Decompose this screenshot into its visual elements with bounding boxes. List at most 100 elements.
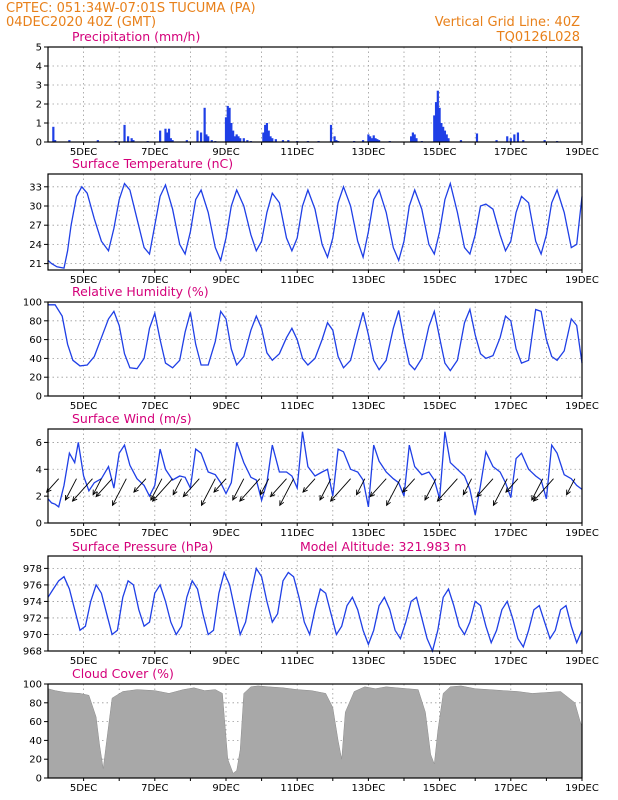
precipitation-xtick-label: 7DEC — [141, 147, 168, 158]
wind-vector-head — [71, 496, 78, 502]
precip-bar — [516, 132, 520, 142]
precip-bar — [205, 134, 208, 142]
wind-xtick-label: 13DEC — [352, 528, 386, 539]
wind-title: Surface Wind (m/s) — [72, 411, 192, 426]
precip-bar — [96, 140, 99, 142]
precip-bar — [415, 138, 418, 142]
precip-bar — [459, 140, 463, 142]
precip-bar — [438, 107, 441, 142]
wind-ytick-label: 6 — [36, 438, 42, 449]
temperature-xtick-label: 15DEC — [423, 275, 457, 286]
wind-vector-head — [92, 489, 98, 496]
precip-bar — [509, 138, 512, 142]
precip-bar — [207, 136, 210, 142]
precip-bar — [52, 126, 55, 142]
header-grid-note: Vertical Grid Line: 40Z — [435, 15, 580, 30]
temperature-title: Surface Temperature (nC) — [72, 156, 233, 171]
wind-vector — [319, 478, 332, 501]
wind-vector — [505, 478, 519, 493]
precip-bar — [269, 136, 272, 142]
cloud-cover-xtick-label: 15DEC — [423, 783, 457, 794]
wind-ytick-label: 0 — [36, 519, 42, 530]
precip-bar — [475, 133, 479, 142]
wind-vector-head — [492, 500, 498, 507]
wind-vector — [213, 478, 227, 493]
precip-bar — [226, 105, 229, 142]
temperature-xtick-label: 17DEC — [494, 275, 528, 286]
wind-line — [47, 431, 583, 516]
precipitation-xtick-label: 11DEC — [280, 147, 314, 158]
wind-vector — [46, 478, 60, 493]
wind-vector — [182, 478, 200, 497]
humidity-xtick-label: 11DEC — [280, 401, 314, 412]
wind-ytick-label: 2 — [36, 492, 42, 503]
wind-vector-head — [182, 491, 189, 498]
humidity-ytick-label: 80 — [29, 316, 42, 327]
wind-xtick-label: 9DEC — [212, 528, 239, 539]
humidity-xtick-label: 5DEC — [70, 401, 97, 412]
wind-xtick-label: 17DEC — [494, 528, 528, 539]
cloud-cover-xtick-label: 19DEC — [565, 783, 599, 794]
wind-vector — [493, 478, 508, 506]
pressure-ytick-label: 978 — [23, 564, 42, 575]
precip-bar — [127, 136, 130, 142]
precipitation-xtick-label: 15DEC — [423, 147, 457, 158]
precip-bar — [442, 126, 445, 142]
precip-bar — [513, 134, 516, 142]
wind-vector — [302, 478, 316, 493]
temperature-xtick-label: 13DEC — [352, 275, 386, 286]
wind-vector — [476, 478, 494, 497]
precip-bar — [167, 128, 171, 142]
precip-bar — [228, 107, 231, 142]
precip-bar — [169, 138, 172, 142]
wind-vector-head — [133, 487, 139, 493]
precip-bar — [287, 140, 290, 142]
precip-bar — [369, 136, 372, 142]
wind-vector-head — [436, 496, 443, 502]
precipitation-ytick-label: 3 — [36, 81, 42, 92]
precip-bar — [199, 132, 203, 142]
wind-vector-head — [95, 491, 101, 498]
wind-vector-head — [269, 491, 276, 498]
precip-bar — [495, 140, 498, 142]
precipitation-ytick-label: 2 — [36, 100, 42, 111]
wind-vector — [369, 478, 387, 497]
wind-vector-head — [566, 489, 571, 496]
pressure-line — [47, 566, 583, 653]
precip-bar — [271, 138, 274, 142]
pressure-ytick-label: 974 — [23, 597, 42, 608]
wind-vector-head — [239, 496, 245, 502]
wind-vector — [330, 478, 351, 502]
pressure-xtick-label: 5DEC — [70, 656, 97, 667]
humidity-frame — [47, 301, 583, 397]
wind-frame — [47, 428, 583, 524]
wind-vector — [152, 478, 173, 502]
pressure-xtick-label: 7DEC — [141, 656, 168, 667]
wind-vector — [462, 478, 473, 495]
precipitation-xtick-label: 17DEC — [494, 147, 528, 158]
precip-bar — [239, 138, 242, 142]
humidity-xtick-label: 13DEC — [352, 401, 386, 412]
wind-vector — [437, 478, 458, 502]
wind-vector-head — [201, 500, 206, 507]
wind-vector — [172, 478, 182, 495]
precip-bar — [171, 140, 174, 142]
precip-bar — [237, 136, 240, 142]
pressure-title: Surface Pressure (hPa) — [72, 539, 213, 554]
precip-bar — [361, 140, 365, 142]
wind-vector-head — [532, 496, 539, 502]
precip-bar — [185, 140, 188, 142]
precip-bar — [235, 134, 238, 142]
wind-vector-head — [356, 489, 361, 496]
temperature-panel: 21 24 27 30 33 5DEC 7DEC 9DEC 11DEC 13DEC 15DEC 17D… — [29, 173, 599, 286]
wind-vector — [533, 478, 554, 502]
pressure-ytick-label: 968 — [23, 647, 42, 658]
pressure-xtick-label: 13DEC — [352, 656, 386, 667]
wind-vector-head — [112, 500, 117, 507]
precipitation-ytick-label: 0 — [36, 138, 42, 149]
cloud-cover-xtick-label: 5DEC — [70, 783, 97, 794]
precip-bar — [54, 140, 57, 142]
wind-vector-head — [462, 489, 468, 496]
pressure-frame — [47, 555, 583, 652]
wind-vector — [201, 478, 216, 506]
